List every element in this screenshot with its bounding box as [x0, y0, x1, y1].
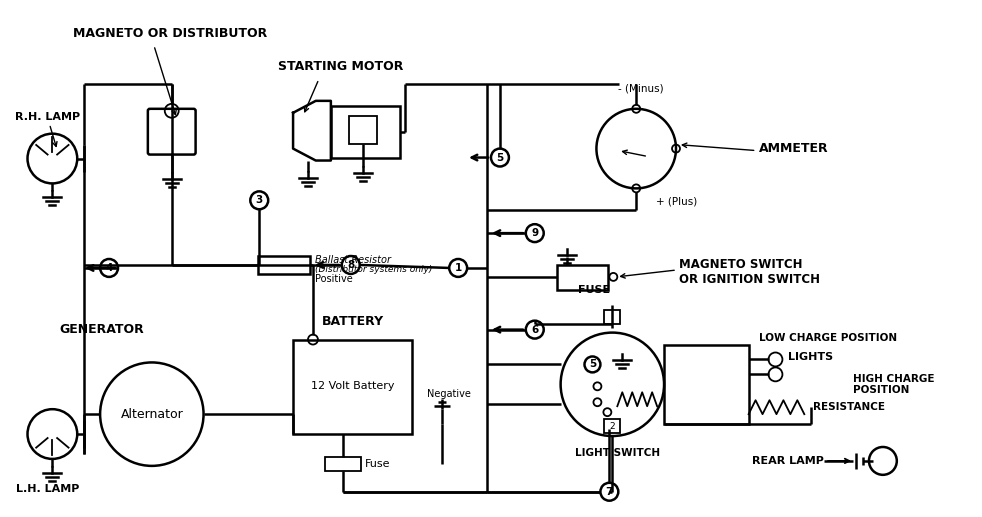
Text: GENERATOR: GENERATOR: [60, 323, 144, 336]
Text: Positive: Positive: [315, 274, 353, 284]
Text: STARTING MOTOR: STARTING MOTOR: [278, 60, 404, 73]
Text: LIGHTS: LIGHTS: [789, 353, 834, 362]
Text: 2: 2: [610, 421, 615, 431]
Text: 8: 8: [347, 260, 355, 270]
Text: BATTERY: BATTERY: [322, 315, 384, 328]
Bar: [293, 340, 412, 434]
Text: 3: 3: [255, 195, 263, 205]
Text: 5: 5: [496, 153, 504, 162]
Text: 9: 9: [531, 228, 538, 238]
Bar: [349, 116, 377, 144]
Text: (Distributor systems only): (Distributor systems only): [315, 265, 432, 275]
Text: REAR LAMP: REAR LAMP: [751, 456, 824, 466]
Polygon shape: [293, 101, 331, 161]
Text: MAGNETO SWITCH
OR IGNITION SWITCH: MAGNETO SWITCH OR IGNITION SWITCH: [679, 258, 820, 286]
Text: 12 Volt Battery: 12 Volt Battery: [311, 382, 395, 391]
Text: + (Plus): + (Plus): [656, 196, 697, 206]
Bar: [331, 106, 401, 158]
Bar: [325, 457, 360, 471]
Text: LIGHT SWITCH: LIGHT SWITCH: [574, 448, 660, 458]
Text: Ballast Resistor: Ballast Resistor: [315, 255, 391, 265]
Bar: [664, 344, 748, 424]
Bar: [258, 256, 310, 274]
Text: Alternator: Alternator: [121, 408, 184, 421]
Text: RESISTANCE: RESISTANCE: [813, 402, 885, 412]
Bar: [604, 310, 621, 324]
Text: Fuse: Fuse: [364, 459, 390, 469]
Text: LOW CHARGE POSITION: LOW CHARGE POSITION: [758, 332, 897, 343]
Text: 7: 7: [606, 486, 613, 497]
Text: 5: 5: [589, 359, 596, 370]
Bar: [557, 265, 609, 290]
Text: FUSE: FUSE: [578, 285, 611, 295]
Text: Negative: Negative: [427, 389, 471, 399]
Text: 6: 6: [531, 325, 538, 334]
Text: 1: 1: [455, 263, 462, 273]
Text: L.H. LAMP: L.H. LAMP: [16, 484, 80, 494]
Text: R.H. LAMP: R.H. LAMP: [15, 112, 80, 121]
Text: 4: 4: [105, 263, 113, 273]
Text: AMMETER: AMMETER: [758, 142, 828, 155]
Text: HIGH CHARGE
POSITION: HIGH CHARGE POSITION: [853, 373, 935, 395]
Text: - (Minus): - (Minus): [619, 84, 664, 94]
Text: MAGNETO OR DISTRIBUTOR: MAGNETO OR DISTRIBUTOR: [73, 27, 267, 40]
Bar: [604, 419, 621, 433]
